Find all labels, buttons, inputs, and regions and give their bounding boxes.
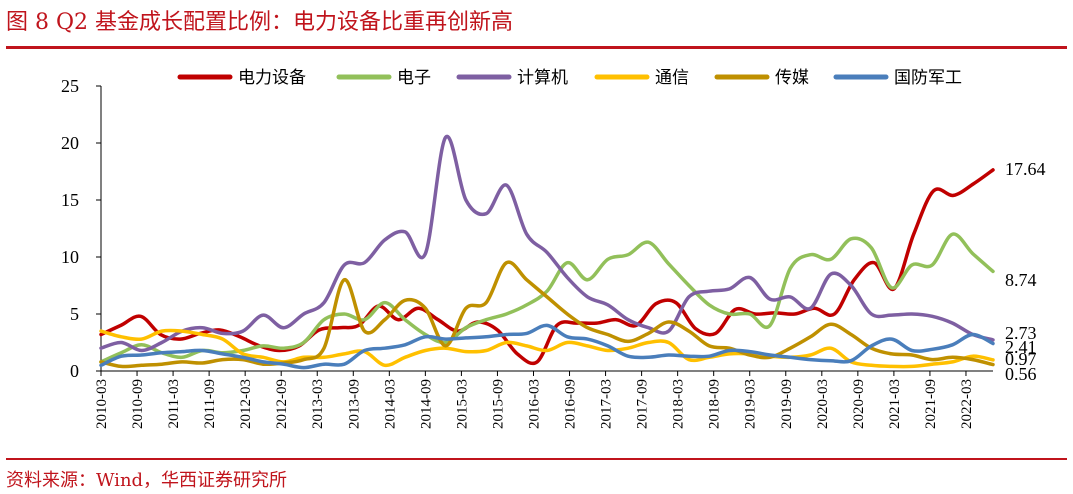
end-value-label: 0.97 xyxy=(1005,349,1037,369)
end-value-label: 17.64 xyxy=(1005,159,1046,179)
series-line xyxy=(99,260,995,369)
x-tick-label: 2010-03 xyxy=(94,379,110,429)
legend-label: 电力设备 xyxy=(238,68,306,88)
x-tick-label: 2022-03 xyxy=(959,379,975,429)
axes: 0 5 10 15 20 25 2010-03 2010-09 2011-03 2011-09 20… xyxy=(61,76,993,429)
x-tick-label: 2016-09 xyxy=(563,379,579,429)
y-tick-label: 15 xyxy=(61,190,79,210)
series-line xyxy=(99,168,995,366)
x-tick-label: 2014-09 xyxy=(418,379,434,429)
legend: 电力设备 电子 计算机 通信 传媒 国防军工 xyxy=(177,68,962,88)
x-tick-label: 2012-03 xyxy=(238,379,254,429)
x-tick-label: 2016-03 xyxy=(526,379,542,429)
series-line xyxy=(99,328,995,369)
end-value-label: 2.73 xyxy=(1005,323,1037,343)
series-line xyxy=(99,232,995,364)
x-tick-label: 2011-09 xyxy=(202,379,218,428)
x-tick-label: 2015-03 xyxy=(454,379,470,429)
title-rule xyxy=(6,46,1067,49)
x-tick-label: 2020-09 xyxy=(851,379,867,429)
x-tick-label: 2013-09 xyxy=(346,379,362,429)
end-value-labels: 17.64 8.74 2.732.410.970.56 xyxy=(1005,159,1046,384)
x-tick-label: 2018-03 xyxy=(671,379,687,429)
source-rule xyxy=(6,458,1067,460)
x-tick-label: 2019-09 xyxy=(779,379,795,429)
x-tick-label: 2021-03 xyxy=(887,379,903,429)
x-tick-label: 2017-03 xyxy=(599,379,615,429)
figure-title: 图 8 Q2 基金成长配置比例：电力设备比重再创新高 xyxy=(6,10,514,35)
x-tick-label: 2018-09 xyxy=(707,379,723,429)
end-value-label: 2.41 xyxy=(1005,337,1037,357)
y-tick-label: 20 xyxy=(61,133,79,153)
y-tick-label: 5 xyxy=(70,304,79,324)
x-tick-label: 2015-09 xyxy=(490,379,506,429)
y-tick-label: 25 xyxy=(61,76,79,96)
legend-label: 传媒 xyxy=(775,68,809,88)
x-tick-label: 2021-09 xyxy=(923,379,939,429)
legend-label: 计算机 xyxy=(517,68,568,88)
legend-label: 电子 xyxy=(397,68,431,88)
x-tick-label: 2011-03 xyxy=(166,379,182,428)
x-tick-label: 2013-03 xyxy=(310,379,326,429)
x-tick-label: 2017-09 xyxy=(635,379,651,429)
y-tick-label: 10 xyxy=(61,247,79,267)
end-value-label: 8.74 xyxy=(1005,270,1037,290)
x-tick-label: 2019-03 xyxy=(743,379,759,429)
legend-label: 通信 xyxy=(655,68,689,88)
source-note: 资料来源：Wind，华西证券研究所 xyxy=(6,470,288,491)
y-tick-label: 0 xyxy=(70,361,79,381)
series-line xyxy=(99,134,995,353)
x-tick-label: 2014-03 xyxy=(382,379,398,429)
x-tick-label: 2012-09 xyxy=(274,379,290,429)
series-line xyxy=(99,323,995,370)
x-tick-label: 2020-03 xyxy=(815,379,831,429)
legend-label: 国防军工 xyxy=(894,68,962,88)
end-value-label: 0.56 xyxy=(1005,364,1037,384)
series-lines xyxy=(99,134,995,370)
x-tick-label: 2010-09 xyxy=(130,379,146,429)
